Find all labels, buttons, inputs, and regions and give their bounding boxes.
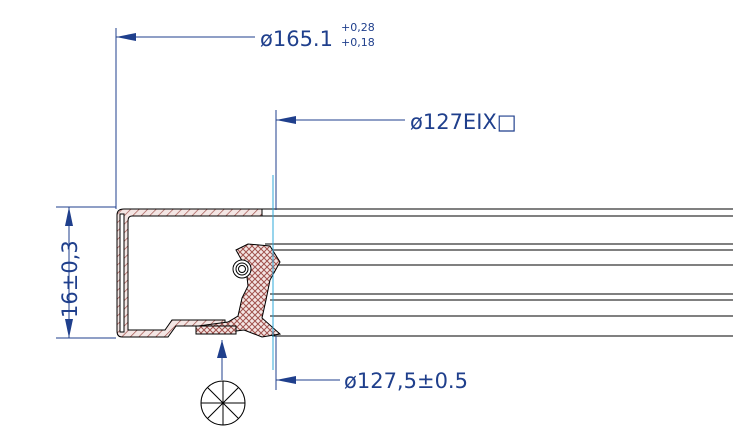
circle-cross-icon [200,380,246,426]
outer-diameter-tol-lower: +0,18 [341,36,375,49]
body-lines [262,208,733,337]
outer-diameter-value: ø165.1 [260,27,333,51]
height-dimension: 16±0,3 [56,206,116,339]
metal-case [116,208,263,338]
inner-diameter-value: ø127EIX□ [410,110,517,134]
inner-diameter-dimension: ø127EIX□ [275,110,517,210]
height-value: 16±0,3 [58,240,82,318]
direction-marker [200,340,246,426]
lip-diameter-dimension: ø127,5±0.5 [275,336,468,393]
outer-diameter-dimension: ø165.1 +0,28 +0,18 [115,21,375,209]
outer-diameter-tol-upper: +0,28 [341,21,375,34]
lip-diameter-value: ø127,5±0.5 [344,369,468,393]
rubber-lip [195,243,282,338]
garter-spring-icon [232,259,252,279]
